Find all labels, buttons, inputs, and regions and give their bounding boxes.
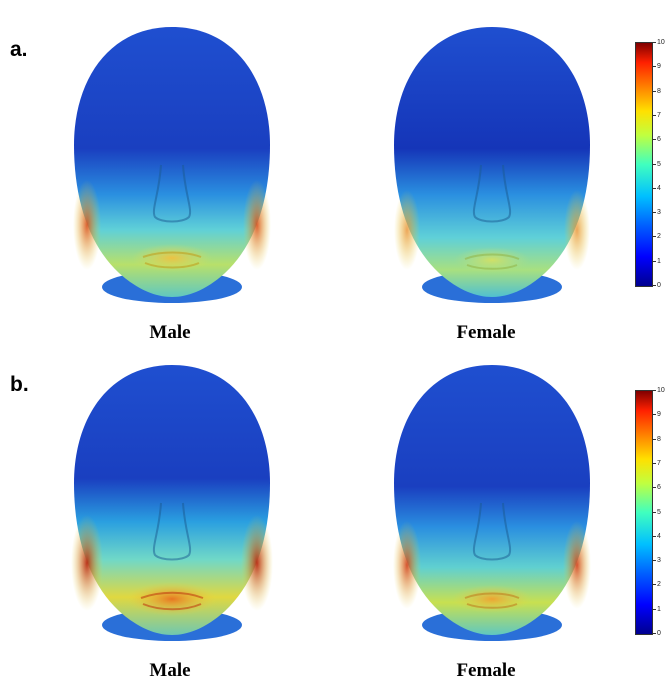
cheek-right — [243, 180, 271, 270]
colorbar-b-tick-label: 8 — [657, 436, 661, 443]
lips-line — [142, 251, 202, 269]
mouth-region — [127, 582, 217, 616]
colorbar-a-tick-label: 8 — [657, 88, 661, 95]
caption-male-b: Male — [149, 660, 191, 681]
face-heatmap-female-a — [394, 27, 590, 303]
colorbar-a-tick-mark — [653, 164, 656, 165]
cheek-right — [241, 515, 273, 611]
panel-a-label: a. — [10, 38, 28, 61]
colorbar-b-tick-mark — [653, 414, 656, 415]
colorbar-a-tick-mark — [653, 91, 656, 92]
cheek-left — [394, 190, 420, 270]
colorbar-a-tick-label: 6 — [657, 136, 661, 143]
colorbar-b-tick-label: 7 — [657, 460, 661, 467]
colorbar-a-tick-mark — [653, 285, 656, 286]
nose-shape — [152, 164, 192, 223]
head-shape — [74, 365, 270, 635]
colorbar-b-tick-mark — [653, 536, 656, 537]
colorbar-b-tick-mark — [653, 512, 656, 513]
colorbar-a-tick-label: 10 — [657, 39, 665, 46]
colorbar-a-tick-mark — [653, 139, 656, 140]
colorbar-b-tick-label: 1 — [657, 606, 661, 613]
head-shape — [394, 27, 590, 297]
colorbar-b-tick-mark — [653, 439, 656, 440]
cheek-right — [564, 190, 590, 270]
colorbar-b — [635, 390, 653, 635]
face-heatmap-female-b — [393, 365, 591, 641]
colorbar-a-tick-label: 4 — [657, 185, 661, 192]
mouth-region — [452, 585, 532, 613]
colorbar-a-tick-mark — [653, 66, 656, 67]
colorbar-a — [635, 42, 653, 287]
colorbar-b-tick-mark — [653, 609, 656, 610]
colorbar-b-tick-label: 0 — [657, 630, 661, 637]
cheek-left — [71, 515, 103, 611]
cheek-right — [563, 521, 591, 609]
colorbar-b-tick-label: 6 — [657, 484, 661, 491]
colorbar-a-tick-mark — [653, 261, 656, 262]
colorbar-b-tick-label: 9 — [657, 411, 661, 418]
colorbar-a-tick-label: 0 — [657, 282, 661, 289]
panel-b-label: b. — [10, 373, 29, 396]
colorbar-a-tick-label: 3 — [657, 209, 661, 216]
colorbar-a-tick-label: 2 — [657, 233, 661, 240]
nose-shape — [152, 502, 192, 561]
colorbar-a-tick-mark — [653, 212, 656, 213]
caption-male-a: Male — [149, 322, 191, 343]
head-shape — [74, 27, 270, 297]
lips-line — [140, 591, 204, 611]
nose-shape — [472, 164, 512, 223]
lips-line — [464, 592, 520, 609]
colorbar-b-tick-label: 5 — [657, 509, 661, 516]
colorbar-a-tick-label: 1 — [657, 258, 661, 265]
nose-shape — [472, 502, 512, 561]
colorbar-a-tick-mark — [653, 188, 656, 189]
colorbar-b-tick-mark — [653, 390, 656, 391]
colorbar-b-tick-mark — [653, 633, 656, 634]
head-shape — [394, 365, 590, 635]
colorbar-b-tick-mark — [653, 487, 656, 488]
colorbar-b-tick-label: 3 — [657, 557, 661, 564]
caption-female-a: Female — [456, 322, 516, 343]
colorbar-a-tick-mark — [653, 42, 656, 43]
face-heatmap-male-b — [71, 365, 273, 641]
colorbar-b-tick-label: 10 — [657, 387, 665, 394]
colorbar-b-tick-mark — [653, 584, 656, 585]
cheek-left — [73, 180, 101, 270]
colorbar-a-tick-label: 9 — [657, 63, 661, 70]
colorbar-a-tick-label: 7 — [657, 112, 661, 119]
lips-line — [464, 253, 520, 270]
face-heatmap-male-a — [73, 27, 271, 303]
colorbar-a-tick-mark — [653, 236, 656, 237]
caption-female-b: Female — [456, 660, 516, 681]
cheek-left — [393, 521, 421, 609]
colorbar-a-tick-mark — [653, 115, 656, 116]
colorbar-b-tick-label: 2 — [657, 581, 661, 588]
colorbar-a-tick-label: 5 — [657, 161, 661, 168]
colorbar-b-tick-label: 4 — [657, 533, 661, 540]
colorbar-b-tick-mark — [653, 560, 656, 561]
colorbar-b-tick-mark — [653, 463, 656, 464]
